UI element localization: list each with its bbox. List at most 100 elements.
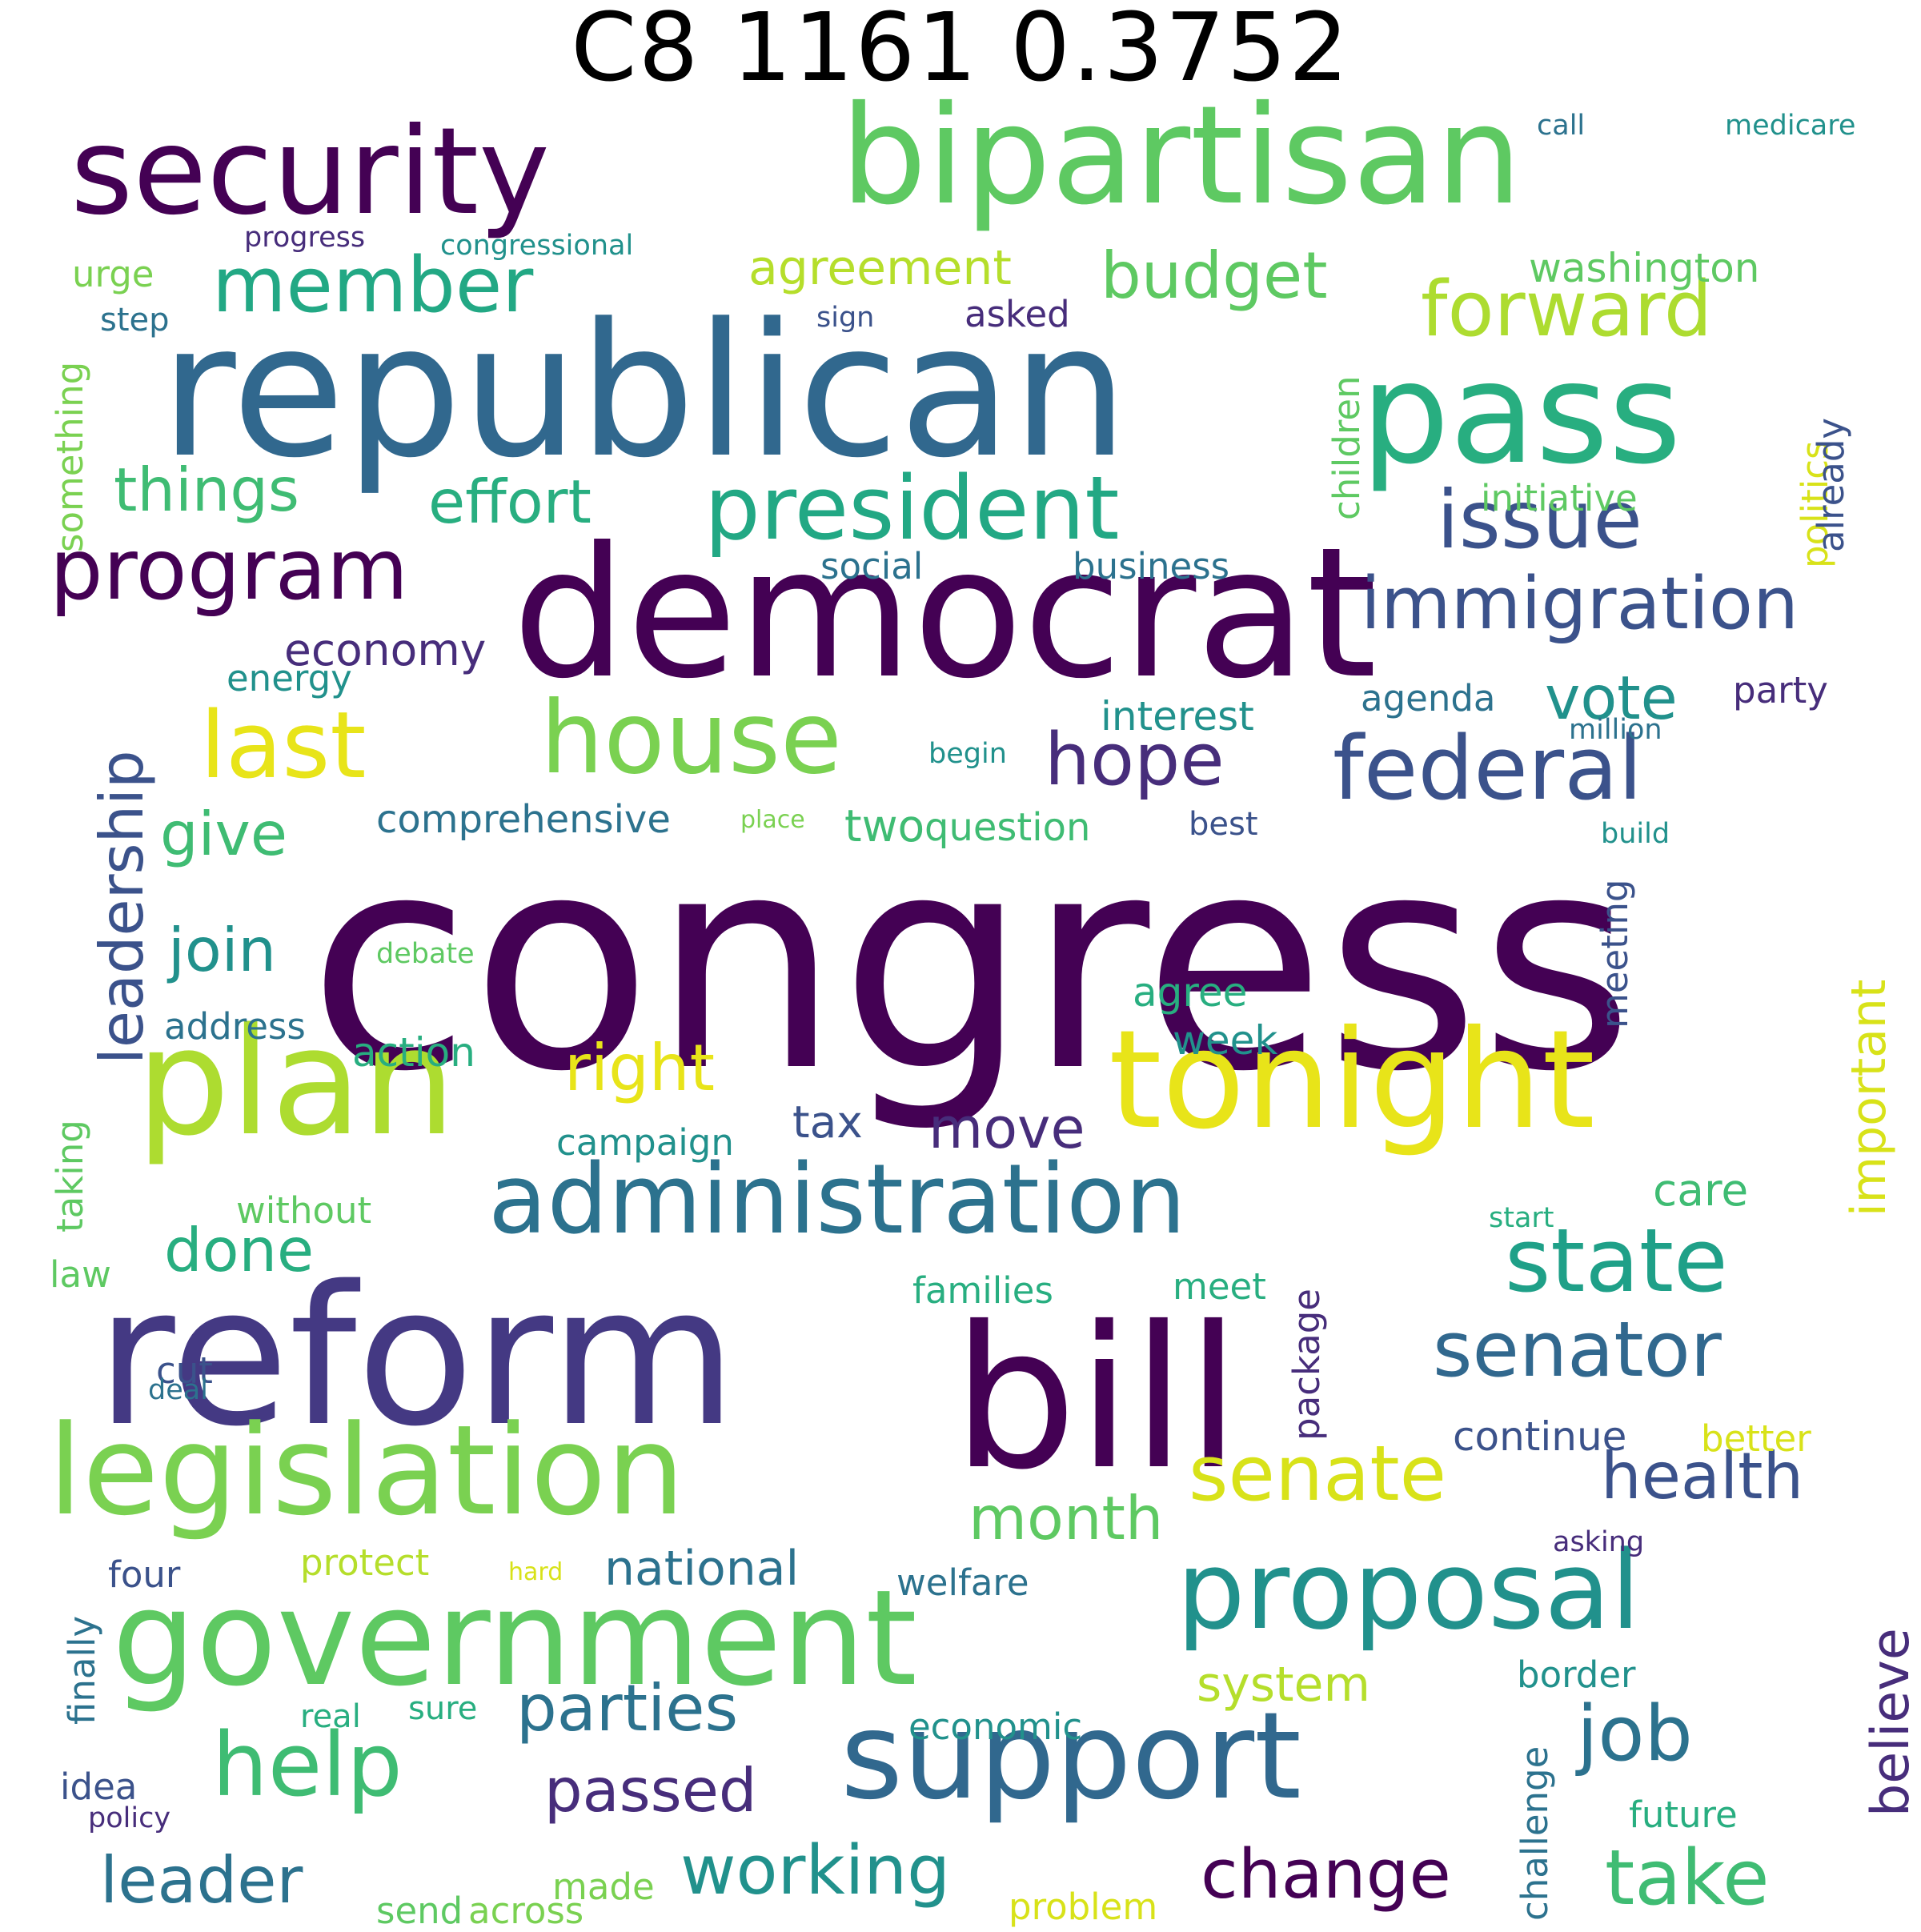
cloud-word: send — [376, 1890, 463, 1932]
cloud-word: done — [164, 1215, 315, 1285]
cloud-word: hard — [508, 1558, 563, 1586]
cloud-word: challenge — [1514, 1746, 1556, 1921]
cloud-word: program — [50, 521, 409, 619]
cloud-word: welfare — [896, 1561, 1029, 1604]
cloud-word: interest — [1101, 693, 1254, 740]
cloud-word: care — [1653, 1164, 1749, 1216]
cloud-word: initiative — [1481, 477, 1638, 519]
cloud-word: believe — [1861, 1628, 1921, 1817]
cloud-word: member — [212, 242, 534, 330]
cloud-word: border — [1517, 1653, 1636, 1696]
cloud-word: democrat — [512, 509, 1378, 719]
cloud-word: immigration — [1361, 562, 1799, 646]
cloud-word: already — [1810, 417, 1852, 552]
cloud-word: made — [552, 1866, 655, 1908]
cloud-word: right — [564, 1031, 715, 1105]
cloud-word: deal — [148, 1374, 208, 1406]
cloud-word: without — [236, 1189, 372, 1232]
cloud-word: issue — [1437, 473, 1642, 567]
cloud-word: build — [1601, 818, 1670, 850]
cloud-word: things — [114, 455, 299, 525]
cloud-word: bipartisan — [840, 77, 1522, 235]
cloud-word: give — [160, 799, 287, 869]
cloud-word: health — [1601, 1439, 1804, 1513]
cloud-word: campaign — [556, 1121, 734, 1164]
cloud-word: federal — [1333, 717, 1643, 820]
cloud-word: proposal — [1177, 1528, 1641, 1653]
cloud-word: continue — [1453, 1413, 1627, 1460]
cloud-word: job — [1577, 1690, 1693, 1778]
cloud-word: families — [912, 1269, 1053, 1312]
cloud-word: last — [200, 692, 367, 800]
cloud-word: children — [1325, 375, 1368, 520]
cloud-word: plan — [136, 996, 456, 1168]
cloud-word: republican — [160, 285, 1129, 499]
cloud-word: legislation — [48, 1398, 685, 1543]
cloud-word: system — [1197, 1657, 1370, 1713]
cloud-word: business — [1073, 545, 1230, 587]
cloud-word: week — [1173, 1017, 1278, 1064]
cloud-word: leadership — [86, 750, 157, 1064]
cloud-word: question — [924, 805, 1091, 850]
cloud-word: economy — [284, 624, 487, 675]
cloud-word: agree — [1133, 969, 1248, 1016]
cloud-word: administration — [488, 1144, 1186, 1256]
cloud-word: washington — [1529, 245, 1760, 291]
cloud-word: congressional — [440, 230, 634, 262]
cloud-word: taking — [49, 1120, 91, 1233]
cloud-word: step — [100, 302, 170, 339]
cloud-word: president — [704, 457, 1120, 559]
cloud-word: month — [969, 1483, 1164, 1553]
cloud-word: idea — [60, 1766, 138, 1808]
cloud-word: medicare — [1725, 110, 1856, 142]
cloud-word: help — [212, 1714, 403, 1816]
cloud-word: agreement — [748, 240, 1012, 296]
cloud-word: tax — [792, 1096, 863, 1148]
cloud-word: vote — [1545, 663, 1678, 733]
cloud-word: forward — [1421, 266, 1713, 354]
cloud-word: progress — [244, 222, 366, 254]
cloud-word: debate — [376, 938, 475, 970]
cloud-word: policy — [88, 1802, 171, 1834]
cloud-word: senate — [1189, 1430, 1447, 1518]
cloud-word: state — [1505, 1209, 1728, 1312]
cloud-word: hope — [1045, 718, 1225, 802]
cloud-word: pass — [1361, 333, 1682, 495]
cloud-word: join — [168, 915, 277, 985]
cloud-word: cut — [156, 1349, 213, 1392]
cloud-word: government — [112, 1561, 917, 1715]
cloud-word: best — [1189, 806, 1258, 843]
cloud-word: change — [1201, 1835, 1451, 1914]
cloud-word: across — [468, 1890, 584, 1932]
cloud-word: leader — [100, 1843, 303, 1918]
cloud-word: sign — [816, 302, 875, 334]
cloud-word: law — [50, 1253, 111, 1296]
cloud-word: budget — [1101, 238, 1328, 313]
cloud-word: finally — [61, 1615, 103, 1725]
cloud-word: support — [840, 1687, 1301, 1826]
cloud-word: future — [1629, 1794, 1738, 1836]
cloud-word: place — [740, 806, 805, 834]
cloud-word: working — [680, 1831, 951, 1910]
cloud-word: asked — [965, 293, 1070, 335]
cloud-word: move — [928, 1096, 1085, 1161]
cloud-word: four — [108, 1553, 181, 1596]
cloud-word: two — [844, 800, 925, 852]
cloud-word: problem — [1009, 1886, 1158, 1928]
cloud-word: address — [164, 1005, 306, 1048]
cloud-word: tonight — [1109, 1001, 1595, 1160]
cloud-word: congress — [308, 792, 1634, 1136]
cloud-title: C8 1161 0.3752 — [571, 0, 1350, 102]
cloud-word: house — [540, 680, 842, 796]
cloud-word: passed — [544, 1755, 757, 1826]
cloud-word: start — [1489, 1202, 1554, 1234]
cloud-word: party — [1733, 669, 1828, 711]
cloud-word: energy — [227, 657, 352, 699]
cloud-word: parties — [516, 1671, 739, 1746]
cloud-word: bill — [952, 1285, 1241, 1513]
cloud-word: important — [1841, 979, 1897, 1217]
cloud-word: national — [604, 1541, 800, 1597]
cloud-word: action — [352, 1029, 475, 1076]
cloud-word: something — [49, 361, 91, 552]
